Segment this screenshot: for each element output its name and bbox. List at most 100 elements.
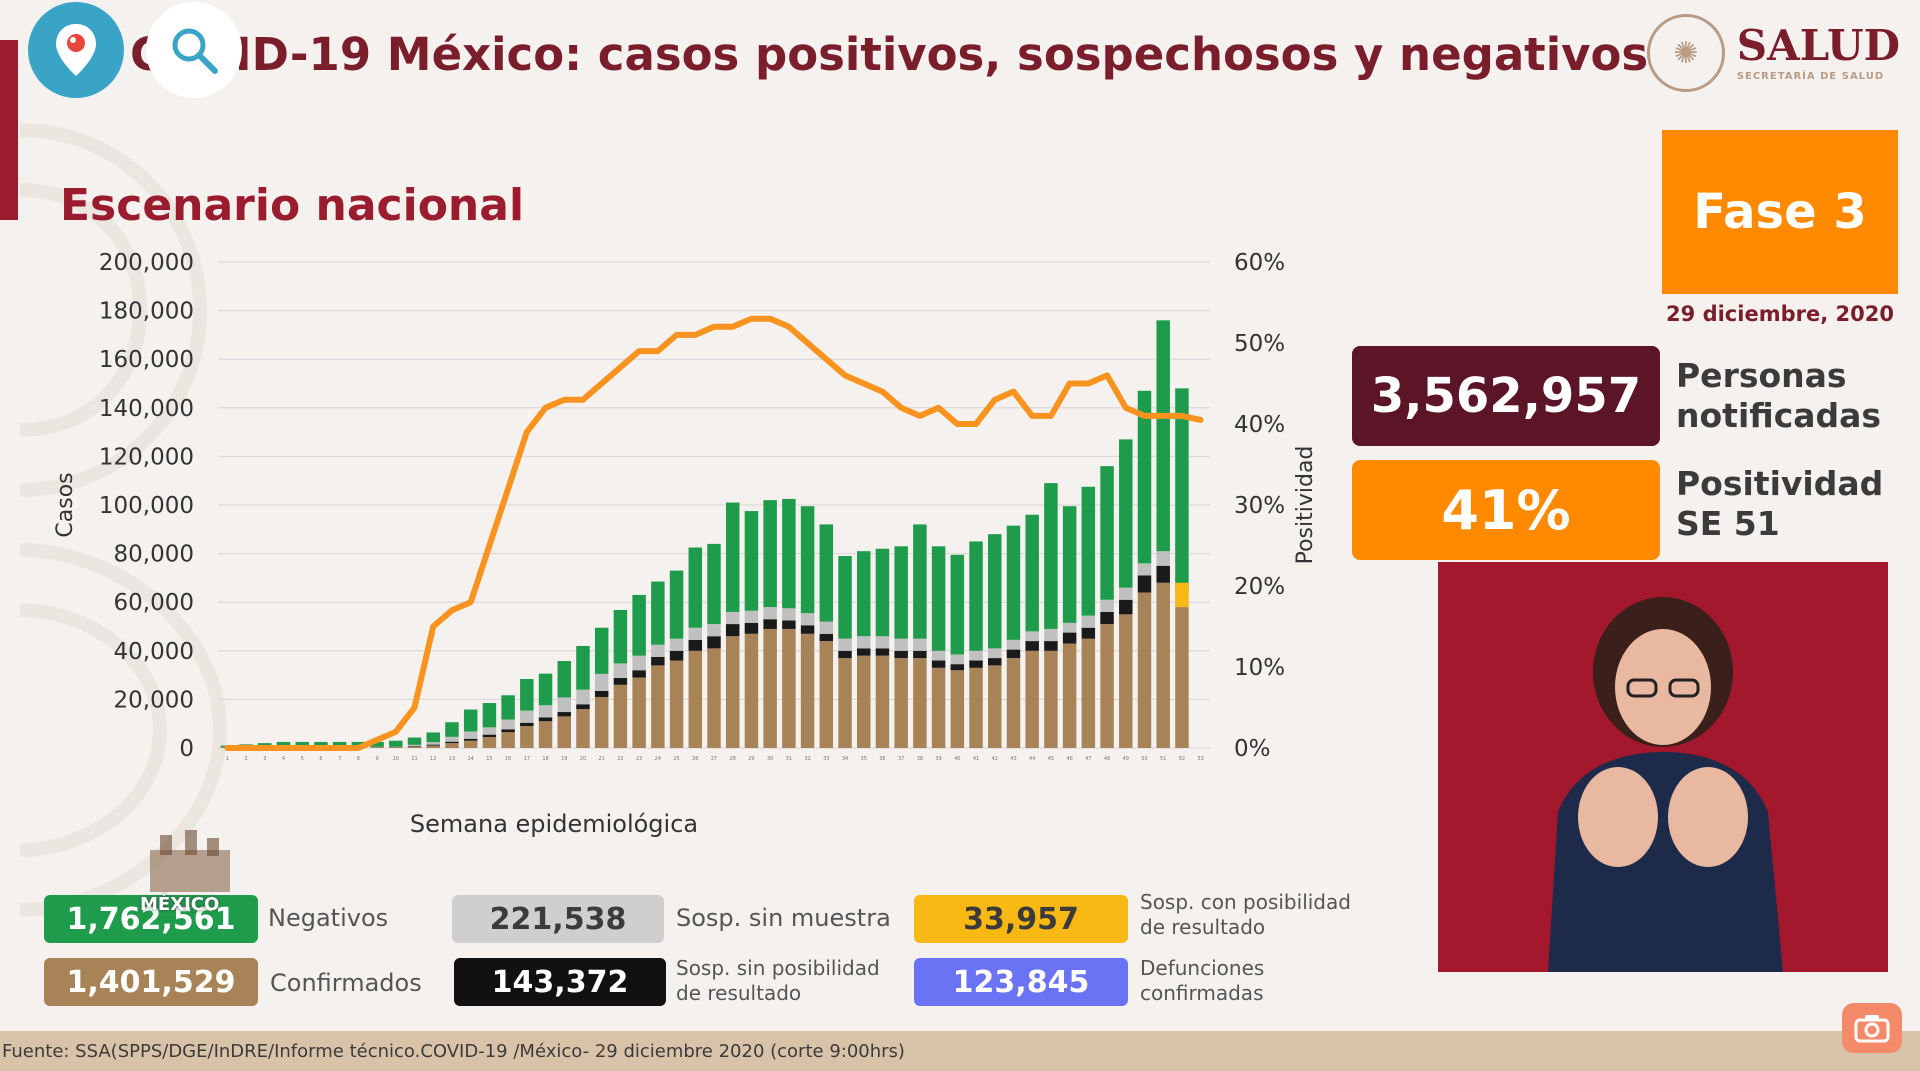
bar-segment bbox=[669, 570, 684, 639]
bar-segment bbox=[520, 678, 534, 711]
bar-segment bbox=[838, 658, 852, 748]
bar-segment bbox=[276, 741, 291, 747]
bar-segment bbox=[1156, 582, 1170, 748]
confirmados-label: Confirmados bbox=[270, 969, 422, 997]
bar-segment bbox=[894, 658, 908, 748]
y-tick-label: 200,000 bbox=[99, 250, 194, 276]
bar-segment bbox=[894, 546, 908, 639]
x-axis-label: Semana epidemiológica bbox=[410, 810, 698, 838]
bar-segment bbox=[688, 547, 703, 628]
bar-segment bbox=[445, 741, 459, 744]
bar-segment bbox=[520, 710, 534, 723]
bar-segment bbox=[931, 650, 946, 661]
emblem-label: MÉXICO bbox=[140, 894, 220, 915]
bar-segment bbox=[1100, 599, 1114, 612]
bar-segment bbox=[1062, 506, 1077, 623]
bar-segment bbox=[632, 670, 646, 678]
x-tick-label: 20 bbox=[580, 756, 586, 762]
y-tick-label: 80,000 bbox=[114, 542, 194, 568]
bar-segment bbox=[707, 624, 721, 637]
bar-segment bbox=[800, 613, 815, 626]
bar-segment bbox=[838, 638, 852, 651]
bar-segment bbox=[1119, 599, 1133, 615]
camera-button[interactable] bbox=[1842, 1003, 1902, 1053]
bar-segment bbox=[744, 511, 759, 611]
bar-segment bbox=[1081, 627, 1096, 639]
eagle-seal-icon: ✺ bbox=[1646, 14, 1725, 92]
bar-segment bbox=[407, 737, 422, 745]
bar-segment bbox=[744, 610, 759, 623]
x-tick-label: 22 bbox=[617, 756, 623, 762]
negativos-count: 1,762,561 bbox=[44, 895, 258, 943]
bar-segment bbox=[389, 746, 403, 748]
bar-segment bbox=[538, 717, 553, 722]
bar-segment bbox=[1062, 622, 1077, 633]
side-strip bbox=[0, 40, 18, 220]
stacked-bar-chart: 0 20,000 40,000 60,000 80,000 100,000 120,000 1… bbox=[53, 250, 1318, 838]
x-tick-label: 35 bbox=[861, 756, 867, 762]
page-title: COVID-19 México: casos positivos, sospec… bbox=[130, 28, 1649, 81]
x-tick-label: 28 bbox=[730, 756, 736, 762]
bar-segment bbox=[445, 743, 459, 748]
bar-segment bbox=[613, 663, 628, 679]
x-tick-label: 8 bbox=[357, 756, 360, 762]
x-tick-label: 7 bbox=[338, 756, 341, 762]
bar-segment bbox=[557, 712, 572, 717]
y2-tick-label: 20% bbox=[1234, 574, 1285, 600]
positividad-line bbox=[224, 315, 1204, 751]
bar-segment bbox=[1081, 615, 1096, 628]
x-tick-label: 5 bbox=[301, 756, 304, 762]
bar-segment bbox=[557, 697, 572, 713]
y-tick-label: 40,000 bbox=[114, 639, 194, 665]
bar-segment bbox=[800, 633, 815, 748]
report-date: 29 diciembre, 2020 bbox=[1666, 302, 1894, 326]
mexico-emblem-icon bbox=[145, 830, 235, 892]
x-tick-label: 36 bbox=[879, 756, 885, 762]
bar-segment bbox=[875, 636, 890, 649]
bar-segment bbox=[894, 650, 908, 659]
positividad-label: Positividad SE 51 bbox=[1676, 464, 1884, 543]
x-tick-label: 18 bbox=[542, 756, 548, 762]
bar-segment bbox=[1137, 563, 1152, 576]
bar-segment bbox=[1156, 320, 1170, 552]
bar-segment bbox=[1081, 486, 1096, 616]
bar-segment bbox=[707, 636, 721, 649]
x-tick-label: 42 bbox=[992, 756, 998, 762]
y-tick-label: 60,000 bbox=[114, 590, 194, 616]
bar-segment bbox=[1156, 565, 1170, 583]
bar-segment bbox=[913, 650, 927, 659]
bar-segment bbox=[1137, 390, 1152, 564]
periscope-button[interactable] bbox=[28, 2, 124, 98]
y-tick-label: 100,000 bbox=[99, 493, 194, 519]
bar-segment bbox=[632, 677, 646, 748]
bar-segment bbox=[651, 581, 665, 645]
bar-segment bbox=[819, 524, 834, 622]
bar-segment bbox=[1156, 551, 1170, 566]
bar-segment bbox=[332, 741, 347, 747]
x-tick-label: 33 bbox=[823, 756, 829, 762]
search-button[interactable] bbox=[146, 2, 242, 98]
bar-segment bbox=[613, 684, 628, 748]
bar-segment bbox=[856, 648, 871, 656]
x-tick-label: 38 bbox=[917, 756, 923, 762]
bar-segment bbox=[763, 628, 777, 748]
bar-segment bbox=[594, 627, 609, 674]
bar-segment bbox=[800, 506, 815, 614]
x-tick-label: 9 bbox=[376, 756, 379, 762]
bar-segment bbox=[1044, 650, 1058, 748]
bar-segment bbox=[950, 654, 965, 665]
bar-segment bbox=[482, 703, 497, 728]
x-tick-label: 15 bbox=[486, 756, 492, 762]
bar-segment bbox=[426, 742, 440, 745]
search-icon bbox=[172, 28, 218, 74]
bar-segment bbox=[445, 736, 459, 742]
bar-segment bbox=[763, 500, 777, 608]
bar-segment bbox=[894, 638, 908, 651]
background-pattern bbox=[19, 123, 228, 917]
sosp-con-posibilidad-label: Sosp. con posibilidad de resultado bbox=[1140, 890, 1351, 939]
bar-segment bbox=[782, 628, 796, 748]
bar-segment bbox=[913, 658, 927, 748]
bar-segment bbox=[875, 548, 890, 637]
bar-segment bbox=[1062, 632, 1077, 644]
x-tick-label: 17 bbox=[524, 756, 530, 762]
